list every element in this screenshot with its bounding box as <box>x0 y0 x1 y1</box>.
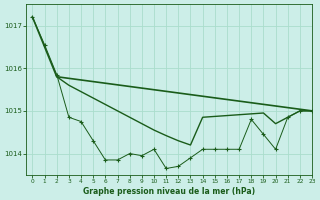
X-axis label: Graphe pression niveau de la mer (hPa): Graphe pression niveau de la mer (hPa) <box>83 187 255 196</box>
